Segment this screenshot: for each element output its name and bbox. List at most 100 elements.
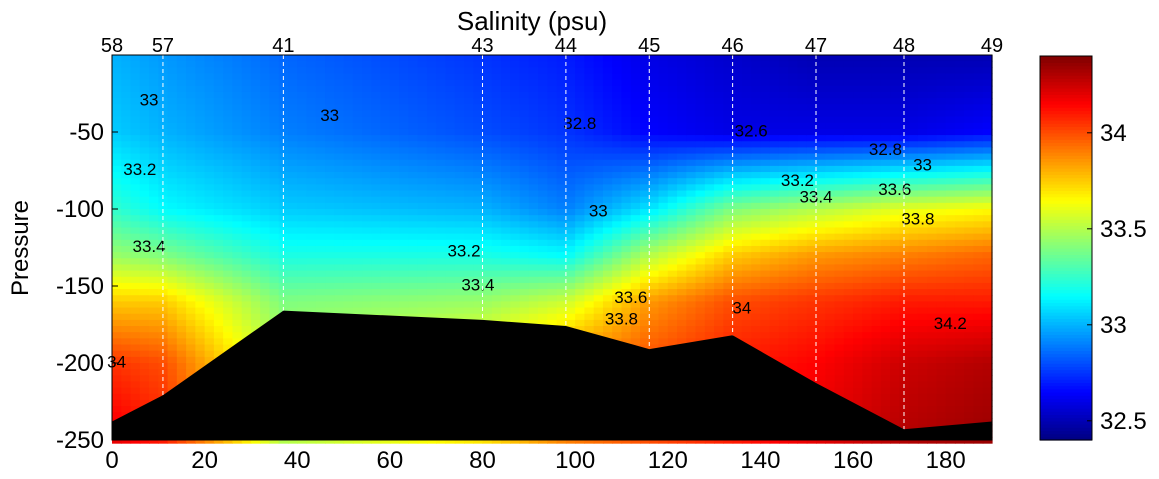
heatmap-cell [213, 172, 224, 179]
heatmap-cell [806, 190, 817, 198]
heatmap-cell [149, 270, 159, 278]
heatmap-cell [408, 245, 419, 253]
heatmap-cell [528, 91, 539, 99]
heatmap-cell [139, 73, 150, 81]
heatmap-cell [797, 227, 808, 235]
heatmap-cell [176, 369, 187, 376]
heatmap-cell [399, 233, 410, 241]
heatmap-cell [556, 147, 567, 155]
heatmap-cell [510, 313, 521, 321]
heatmap-cell [269, 301, 280, 309]
heatmap-cell [612, 141, 623, 148]
heatmap-cell [232, 215, 243, 222]
heatmap-cell [380, 55, 391, 62]
heatmap-cell [223, 141, 234, 148]
heatmap-cell [426, 67, 437, 75]
heatmap-cell [176, 61, 187, 68]
heatmap-cell [130, 356, 141, 364]
heatmap-cell [362, 178, 372, 185]
heatmap-cell [649, 104, 660, 112]
heatmap-cell [306, 98, 317, 105]
heatmap-cell [704, 319, 715, 327]
heatmap-cell [491, 73, 502, 81]
heatmap-cell [176, 215, 187, 222]
heatmap-cell [112, 381, 122, 389]
heatmap-cell [130, 110, 141, 118]
heatmap-cell [667, 67, 678, 75]
heatmap-cell [241, 116, 252, 124]
heatmap-cell [741, 233, 752, 241]
heatmap-cell [473, 61, 484, 68]
heatmap-cell [501, 209, 511, 216]
heatmap-cell [334, 245, 345, 253]
heatmap-cell [547, 159, 558, 167]
heatmap-cell [806, 159, 817, 167]
heatmap-cell [825, 350, 836, 358]
heatmap-cell [464, 245, 474, 253]
heatmap-cell [362, 221, 372, 229]
heatmap-cell [649, 326, 660, 333]
heatmap-cell [816, 196, 826, 204]
heatmap-cell [547, 301, 558, 309]
heatmap-cell [352, 135, 363, 142]
heatmap-cell [843, 91, 854, 99]
heatmap-cell [306, 79, 317, 87]
heatmap-cell [352, 282, 363, 290]
heatmap-cell [250, 122, 261, 130]
heatmap-cell [417, 245, 428, 253]
heatmap-cell [658, 202, 669, 210]
heatmap-cell [565, 276, 576, 284]
heatmap-cell [343, 79, 354, 87]
heatmap-cell [167, 338, 178, 346]
heatmap-cell [630, 245, 641, 253]
heatmap-cell [630, 55, 641, 62]
heatmap-cell [602, 307, 613, 315]
heatmap-cell [834, 178, 845, 185]
heatmap-cell [223, 202, 234, 210]
heatmap-cell [371, 270, 382, 278]
heatmap-cell [621, 209, 632, 216]
heatmap-cell [612, 319, 623, 327]
heatmap-cell [195, 258, 206, 266]
heatmap-cell [325, 301, 335, 309]
heatmap-cell [621, 338, 632, 346]
heatmap-cell [501, 79, 511, 87]
heatmap-cell [760, 344, 771, 352]
heatmap-cell [112, 135, 122, 142]
heatmap-cell [223, 116, 234, 124]
heatmap-cell [223, 91, 234, 99]
heatmap-cell [714, 159, 724, 167]
heatmap-cell [658, 98, 669, 105]
heatmap-cell [445, 85, 456, 93]
heatmap-cell [630, 79, 641, 87]
heatmap-cell [732, 135, 743, 142]
heatmap-cell [288, 165, 298, 173]
heatmap-cell [408, 104, 419, 112]
heatmap-cell [121, 215, 132, 222]
heatmap-cell [176, 319, 187, 327]
heatmap-cell [158, 147, 169, 155]
heatmap-cell [204, 73, 215, 81]
heatmap-cell [816, 61, 826, 68]
heatmap-cell [695, 91, 706, 99]
heatmap-cell [491, 79, 502, 87]
heatmap-cell [816, 147, 826, 155]
heatmap-cell [176, 221, 187, 229]
heatmap-cell [454, 153, 465, 161]
heatmap-cell [769, 295, 780, 302]
heatmap-cell [760, 55, 771, 62]
heatmap-cell [556, 135, 567, 142]
heatmap-cell [760, 252, 771, 259]
heatmap-cell [399, 79, 410, 87]
heatmap-cell [640, 227, 650, 235]
heatmap-cell [223, 209, 234, 216]
heatmap-cell [352, 98, 363, 105]
heatmap-cell [769, 239, 780, 247]
heatmap-cell [723, 104, 734, 112]
heatmap-cell [232, 153, 243, 161]
heatmap-cell [816, 122, 826, 130]
heatmap-cell [621, 215, 632, 222]
heatmap-cell [260, 221, 271, 229]
heatmap-cell [649, 184, 660, 192]
heatmap-cell [816, 184, 826, 192]
